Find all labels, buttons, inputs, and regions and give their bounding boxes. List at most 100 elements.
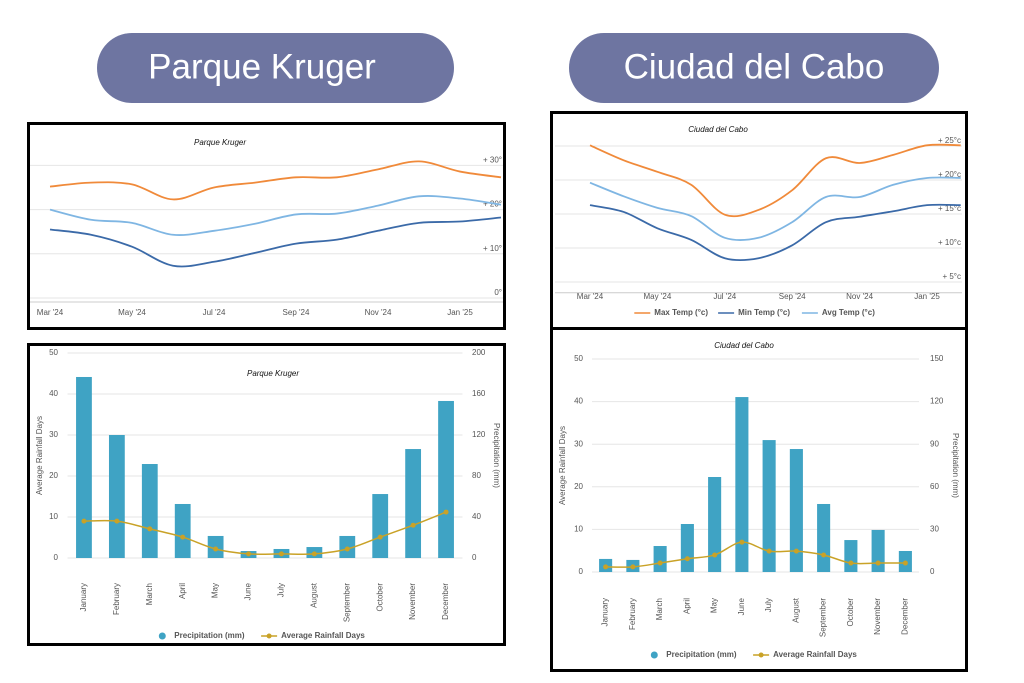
bar <box>789 449 803 572</box>
line-point <box>657 560 663 566</box>
bar <box>174 503 191 558</box>
line-point <box>684 556 690 562</box>
x-tick-label: December <box>900 598 909 635</box>
y-tick-label: + 10° <box>483 244 502 253</box>
bar <box>372 494 389 558</box>
series-line <box>49 160 502 201</box>
header-pill <box>97 33 454 103</box>
line-point <box>902 560 908 566</box>
bar <box>817 503 831 572</box>
line-point <box>213 546 219 552</box>
y2-tick-label: 200 <box>472 348 486 357</box>
line-point <box>147 526 153 532</box>
y2-axis-title: Precipitation (mm) <box>492 423 501 488</box>
y-tick-label: 50 <box>49 348 58 357</box>
x-tick-label: June <box>244 582 253 600</box>
line-point <box>603 564 609 570</box>
x-tick-label: November <box>408 583 417 620</box>
header-pill <box>569 33 939 103</box>
bar <box>844 540 858 572</box>
series-line <box>49 195 502 236</box>
y-tick-label: 10 <box>49 512 58 521</box>
line-point <box>793 548 799 554</box>
legend-label: Min Temp (°c) <box>738 308 790 317</box>
y2-tick-label: 120 <box>930 397 944 406</box>
legend-swatch <box>266 633 272 639</box>
bar <box>76 376 92 558</box>
line-point <box>114 518 120 524</box>
bar <box>438 400 454 558</box>
x-tick-label: October <box>846 598 855 627</box>
x-tick-label: March <box>145 583 154 605</box>
x-tick-label: April <box>682 598 691 614</box>
legend-label: Avg Temp (°c) <box>822 308 875 317</box>
header: Ciudad del Cabo <box>624 47 885 86</box>
line-point <box>875 560 881 566</box>
y-tick-label: + 30° <box>483 155 502 164</box>
y2-tick-label: 60 <box>930 482 939 491</box>
y-tick-label: 50 <box>574 354 583 363</box>
y2-tick-label: 120 <box>472 430 486 439</box>
y-tick-label: + 20°c <box>938 170 961 179</box>
x-tick-label: May '24 <box>644 292 672 301</box>
legend-label: Precipitation (mm) <box>666 650 737 659</box>
line-point <box>344 546 350 552</box>
series-line <box>589 143 961 218</box>
x-tick-label: February <box>112 583 121 615</box>
bar <box>405 449 422 558</box>
legend-label: Precipitation (mm) <box>174 631 245 640</box>
y-tick-label: + 10°c <box>938 238 961 247</box>
x-tick-label: December <box>441 583 450 620</box>
y-tick-label: + 5°c <box>942 272 961 281</box>
legend-swatch <box>158 632 166 640</box>
y2-tick-label: 80 <box>472 471 481 480</box>
legend-label: Max Temp (°c) <box>654 308 708 317</box>
bar <box>108 435 125 558</box>
y-tick-label: 40 <box>49 389 58 398</box>
line-point <box>246 551 252 557</box>
bar <box>735 397 749 572</box>
bar <box>680 524 694 572</box>
y-tick-label: 0° <box>494 288 502 297</box>
chart-title: Ciudad del Cabo <box>714 341 774 350</box>
y-tick-label: 30 <box>49 430 58 439</box>
x-tick-label: August <box>309 582 318 608</box>
chart-frame <box>550 327 968 672</box>
legend-swatch <box>758 652 764 658</box>
x-tick-label: Nov '24 <box>846 292 873 301</box>
y-axis-title: Average Rainfall Days <box>558 426 567 505</box>
line-point <box>278 551 284 557</box>
x-tick-label: September <box>819 598 828 637</box>
y-tick-label: 40 <box>574 397 583 406</box>
y-tick-label: 20 <box>574 482 583 491</box>
y2-tick-label: 0 <box>930 567 935 576</box>
x-tick-label: May <box>710 598 719 613</box>
x-tick-label: Sep '24 <box>779 292 806 301</box>
line-point <box>311 551 317 557</box>
chart-frame <box>27 122 506 330</box>
y-axis-title: Average Rainfall Days <box>35 416 44 495</box>
chart-title: Parque Kruger <box>194 138 246 147</box>
line-point <box>410 522 416 528</box>
chart-title: Parque Kruger <box>247 369 299 378</box>
x-tick-label: October <box>375 583 384 612</box>
y-tick-label: + 25°c <box>938 136 961 145</box>
line-point <box>443 509 449 515</box>
x-tick-label: April <box>178 583 187 599</box>
y2-tick-label: 150 <box>930 354 944 363</box>
x-tick-label: August <box>791 597 800 623</box>
header: Parque Kruger <box>148 47 376 86</box>
series-line <box>83 511 447 556</box>
x-tick-label: Nov '24 <box>365 308 392 317</box>
line-point <box>712 552 718 558</box>
x-tick-label: Mar '24 <box>577 292 604 301</box>
series-line <box>589 176 961 242</box>
x-tick-label: March <box>655 598 664 620</box>
x-tick-label: June <box>737 597 746 615</box>
y-tick-label: 0 <box>579 567 584 576</box>
legend-label: Average Rainfall Days <box>773 650 857 659</box>
x-tick-label: July <box>277 583 286 597</box>
bar <box>708 477 722 572</box>
bar <box>653 546 667 572</box>
